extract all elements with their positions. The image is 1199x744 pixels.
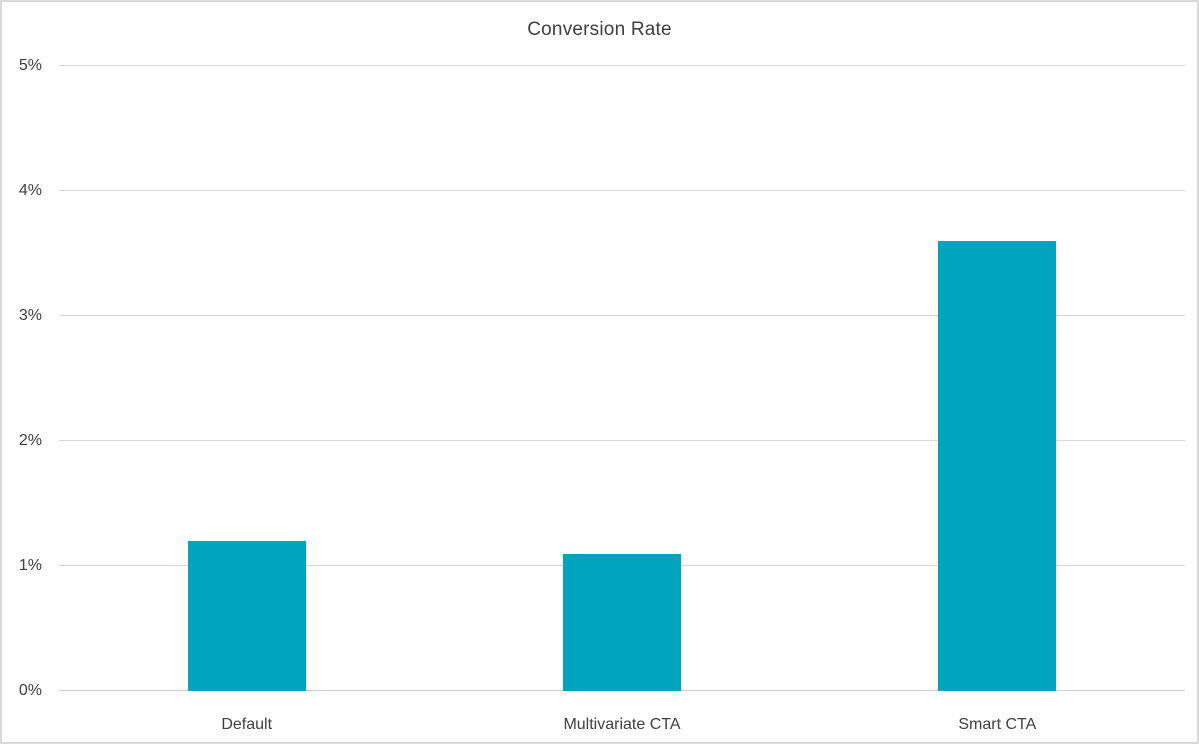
y-tick-label: 0%: [18, 682, 42, 699]
y-gridline: [59, 315, 1185, 316]
plot-area: [59, 65, 1185, 691]
x-category-label: Multivariate CTA: [563, 716, 681, 733]
bar-multivariate-cta: [563, 553, 681, 691]
y-tick-label: 4%: [18, 182, 42, 199]
y-tick-label: 3%: [18, 307, 42, 324]
y-gridline: [59, 65, 1185, 66]
y-tick-label: 5%: [18, 57, 42, 74]
y-tick-label: 2%: [18, 432, 42, 449]
chart-title: Conversion Rate: [527, 19, 672, 40]
y-tick-label: 1%: [18, 557, 42, 574]
y-gridline: [59, 190, 1185, 191]
y-gridline: [59, 440, 1185, 441]
x-axis: Default Multivariate CTA Smart CTA: [59, 714, 1185, 738]
bar-smart-cta: [938, 241, 1057, 691]
bar-default: [187, 541, 306, 691]
x-category-label: Default: [221, 716, 273, 733]
y-axis: 0% 1% 2% 3% 4% 5%: [2, 57, 48, 699]
x-category-label: Smart CTA: [958, 716, 1037, 733]
